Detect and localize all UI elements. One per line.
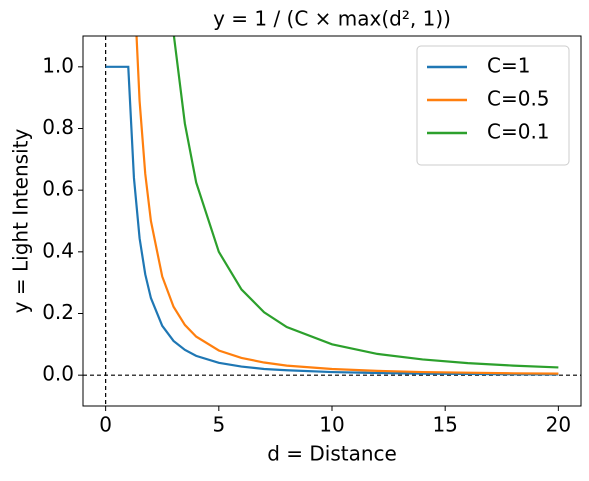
x-axis-label: d = Distance bbox=[267, 442, 397, 466]
line-series bbox=[135, 36, 559, 375]
chart-title: y = 1 / (C × max(d², 1)) bbox=[213, 7, 451, 31]
plot-frame bbox=[82, 35, 582, 407]
y-axis-label: y = Light Intensity bbox=[9, 129, 33, 314]
x-tick-label: 5 bbox=[212, 413, 225, 437]
line-series bbox=[172, 36, 559, 369]
y-tick-label: 0.0 bbox=[42, 362, 74, 386]
plot-area bbox=[105, 36, 559, 376]
legend-box bbox=[416, 45, 570, 166]
y-tick-label: 0.6 bbox=[42, 177, 74, 201]
x-tick-label: 20 bbox=[546, 413, 571, 437]
y-tick-label: 0.4 bbox=[42, 238, 74, 262]
y-tick-label: 1.0 bbox=[42, 53, 74, 77]
line-series bbox=[105, 65, 559, 376]
x-tick-label: 0 bbox=[99, 413, 112, 437]
x-tick-label: 15 bbox=[432, 413, 457, 437]
legend-label: C=0.1 bbox=[487, 120, 550, 144]
y-tick-label: 0.8 bbox=[42, 115, 74, 139]
legend-label: C=0.5 bbox=[487, 87, 550, 111]
x-tick-label: 10 bbox=[319, 413, 344, 437]
legend: C=1 C=0.5 C=0.1 bbox=[416, 45, 570, 166]
y-tick-label: 0.2 bbox=[42, 300, 74, 324]
legend-label: C=1 bbox=[487, 54, 530, 78]
